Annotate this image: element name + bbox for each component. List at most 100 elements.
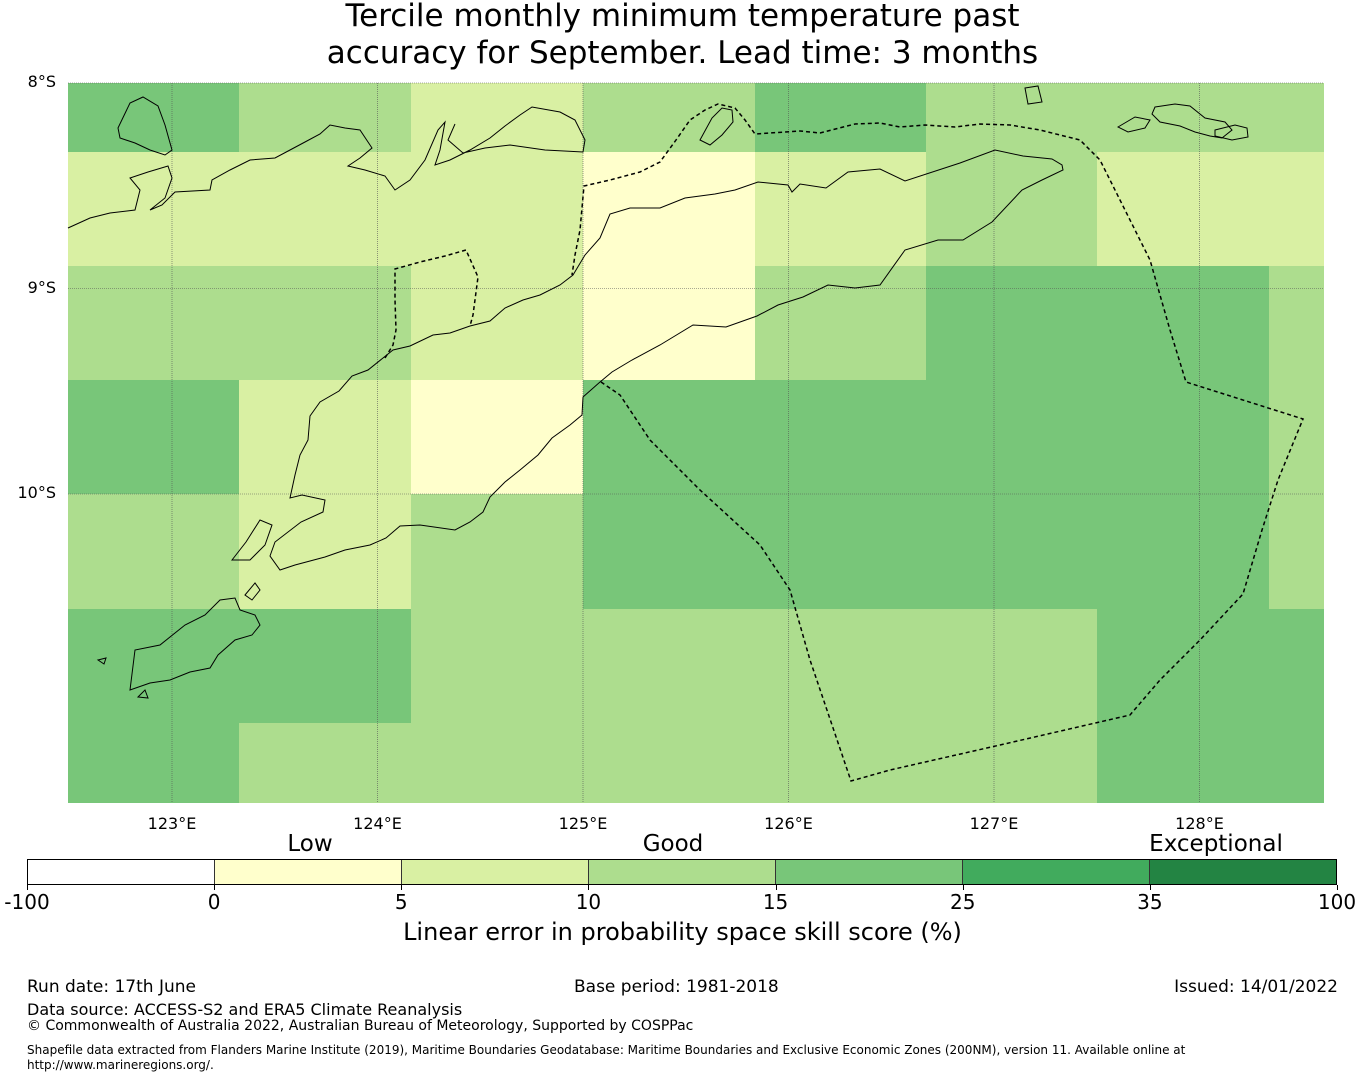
skill-cell — [755, 723, 926, 803]
colorbar-tick-mark — [27, 885, 28, 890]
colorbar-label: Linear error in probability space skill … — [403, 918, 962, 946]
colorbar-tick-mark — [588, 885, 590, 890]
skill-colorbar — [27, 859, 1337, 885]
skill-cell — [239, 152, 411, 266]
skill-cell — [411, 266, 583, 380]
shapefile-url: http://www.marineregions.org/. — [27, 1058, 214, 1072]
skill-cell — [1097, 609, 1324, 723]
small-island-northeast — [1024, 85, 1043, 105]
skill-cell — [1269, 152, 1324, 266]
skill-cell — [583, 609, 755, 723]
colorbar-tick-mark — [214, 885, 216, 890]
colorbar-tick-label: 0 — [207, 890, 221, 914]
skill-cell — [1097, 723, 1324, 803]
colorbar-tick-mark — [1149, 885, 1151, 890]
skill-cell — [411, 380, 583, 494]
sumba-islet — [136, 689, 149, 699]
base-period: Base period: 1981-2018 — [574, 977, 779, 997]
skill-cell — [239, 266, 411, 380]
colorbar-segment — [588, 860, 775, 884]
longitude-label: 126°E — [764, 814, 813, 833]
longitude-label: 124°E — [353, 814, 402, 833]
colorbar-tick-mark — [1337, 885, 1338, 890]
skill-cell — [68, 83, 239, 152]
shapefile-credit: Shapefile data extracted from Flanders M… — [27, 1043, 1186, 1057]
flores-coastline — [67, 106, 586, 229]
skill-cell — [411, 152, 583, 266]
skill-cell — [755, 266, 926, 380]
timor-coastline — [269, 149, 1064, 571]
latitude-label: 9°S — [27, 277, 56, 297]
skill-cell — [926, 266, 1097, 380]
skill-cell — [239, 723, 411, 803]
skill-cell — [68, 723, 239, 803]
skill-cell — [1097, 83, 1324, 152]
colorbar-tick-label: 10 — [575, 890, 602, 914]
sumba-coastline — [129, 597, 261, 691]
colorbar-tick-mark — [962, 885, 964, 890]
longitude-label: 128°E — [1175, 814, 1224, 833]
longitude-label: 125°E — [558, 814, 608, 833]
skill-cell — [239, 380, 411, 494]
small-island-east — [1214, 124, 1249, 141]
skill-cell — [68, 266, 239, 380]
colorbar-tick-mark — [775, 885, 777, 890]
skill-cell — [1269, 494, 1324, 609]
skill-cell — [411, 83, 583, 152]
skill-cell — [411, 494, 583, 609]
colorbar-segment — [962, 860, 1149, 884]
colorbar-tick-label: 15 — [762, 890, 789, 914]
skill-cell — [1097, 152, 1269, 266]
latitude-label: 10°S — [17, 483, 56, 502]
skill-cell — [239, 494, 411, 609]
skill-cell — [755, 380, 926, 494]
skill-cell — [926, 83, 1097, 152]
atauro-island — [699, 107, 734, 146]
skill-cell — [1269, 380, 1324, 494]
skill-cell — [583, 723, 755, 803]
colorbar-tick-label: 35 — [1137, 890, 1163, 914]
skill-cell — [411, 723, 583, 803]
rote-islet — [230, 519, 273, 561]
skill-cell — [583, 380, 755, 494]
skill-cell — [583, 152, 755, 266]
colorbar-segment — [28, 860, 214, 884]
map-title-line-1: Tercile monthly minimum temperature past — [345, 0, 1020, 34]
category-label-good: Good — [642, 831, 704, 857]
longitude-label: 123°E — [147, 814, 197, 833]
skill-cell — [755, 152, 926, 266]
latitude-label: 8°S — [27, 72, 56, 91]
colorbar-tick-mark — [401, 885, 403, 890]
map-title-line-2: accuracy for September. Lead time: 3 mon… — [326, 35, 1039, 71]
copyright-notice: © Commonwealth of Australia 2022, Austra… — [27, 1018, 694, 1034]
skill-cell — [68, 380, 239, 494]
colorbar-segment — [214, 860, 401, 884]
colorbar-tick-label: 100 — [1317, 890, 1357, 914]
skill-cell — [583, 494, 755, 609]
skill-cell — [755, 83, 926, 152]
skill-cell — [1097, 380, 1269, 494]
colorbar-tick-label: 25 — [949, 890, 976, 914]
colorbar-segment — [1149, 860, 1336, 884]
skill-cell — [926, 380, 1097, 494]
small-island-west — [244, 582, 261, 601]
skill-cell — [68, 494, 239, 609]
colorbar-tick-label: 5 — [394, 890, 408, 914]
coastlines — [67, 85, 1249, 699]
skill-cell — [926, 609, 1097, 723]
longitude-label: 127°E — [969, 814, 1019, 833]
skill-cell — [1097, 494, 1269, 609]
skill-grid-cells — [68, 83, 1324, 803]
skill-cell — [926, 494, 1097, 609]
skill-cell — [755, 494, 926, 609]
flores-north-island — [117, 96, 173, 156]
skill-cell — [755, 609, 926, 723]
skill-cell — [68, 609, 239, 723]
savu-islet — [96, 657, 107, 665]
issued-date: Issued: 14/01/2022 — [1174, 977, 1338, 997]
small-island-north — [1116, 116, 1151, 133]
skill-cell — [926, 152, 1097, 266]
category-label-low: Low — [287, 831, 333, 857]
skill-cell — [411, 609, 583, 723]
colorbar-tick-label: -100 — [4, 890, 50, 914]
